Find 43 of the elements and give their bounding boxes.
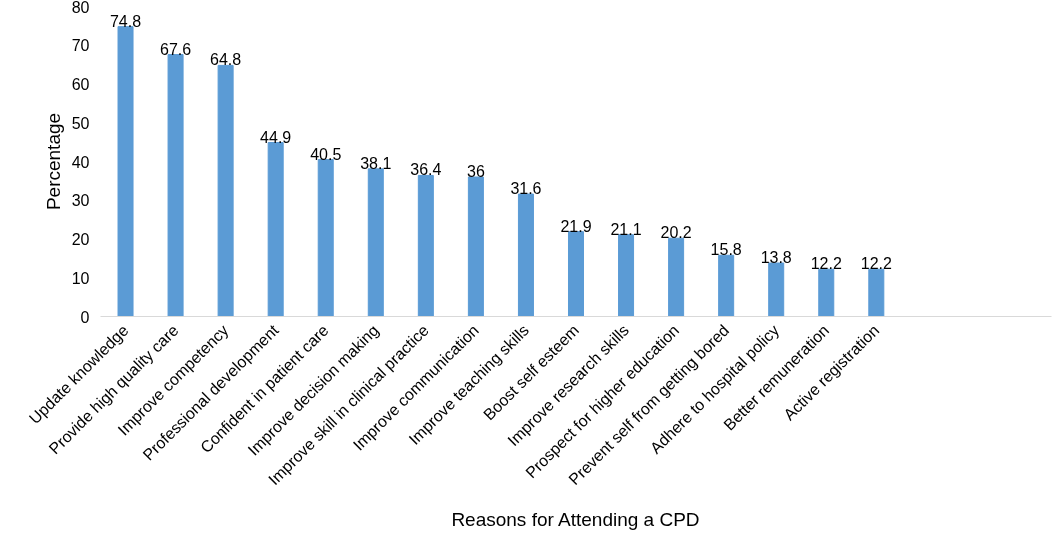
- data-label: 74.8: [109, 12, 142, 30]
- y-tick-label: 0: [80, 308, 90, 326]
- y-tick-label: 70: [71, 37, 90, 55]
- data-label: 21.1: [610, 220, 642, 238]
- y-axis-title: Percentage: [42, 112, 64, 211]
- bar: [367, 168, 384, 317]
- bar: [267, 142, 284, 317]
- y-tick-label: 10: [71, 269, 90, 287]
- y-tick-label: 80: [71, 0, 90, 16]
- data-label: 12.2: [810, 255, 842, 273]
- x-axis-title: Reasons for Attending a CPD: [451, 509, 700, 531]
- data-label: 40.5: [310, 145, 342, 163]
- y-tick-label: 20: [71, 231, 90, 248]
- bar: [517, 193, 534, 317]
- bar: [167, 54, 184, 317]
- bar: [818, 268, 835, 317]
- y-tick-label: 40: [71, 153, 90, 171]
- y-tick-label: 30: [71, 192, 90, 210]
- bar: [217, 64, 234, 317]
- data-label: 20.2: [660, 224, 692, 242]
- data-label: 13.8: [760, 249, 792, 267]
- bar: [868, 268, 885, 317]
- bar: [768, 262, 785, 317]
- bar: [117, 26, 134, 317]
- bar: [618, 234, 635, 317]
- bar: [467, 176, 484, 317]
- data-label: 31.6: [510, 180, 542, 198]
- bar: [317, 159, 334, 317]
- data-label: 21.9: [560, 217, 592, 235]
- y-tick-label: 60: [71, 76, 90, 93]
- data-label: 15.8: [710, 241, 742, 259]
- data-label: 44.9: [260, 128, 292, 146]
- bar: [567, 231, 585, 317]
- bar: [668, 237, 685, 317]
- bar: [718, 254, 735, 317]
- data-label: 64.8: [210, 51, 242, 69]
- data-label: 36: [467, 163, 485, 180]
- data-label: 67.6: [160, 40, 192, 58]
- bar: [417, 174, 434, 317]
- data-label: 38.1: [360, 154, 392, 172]
- data-label: 12.2: [860, 255, 892, 273]
- y-tick-label: 50: [71, 114, 90, 132]
- data-label: 36.4: [410, 161, 442, 179]
